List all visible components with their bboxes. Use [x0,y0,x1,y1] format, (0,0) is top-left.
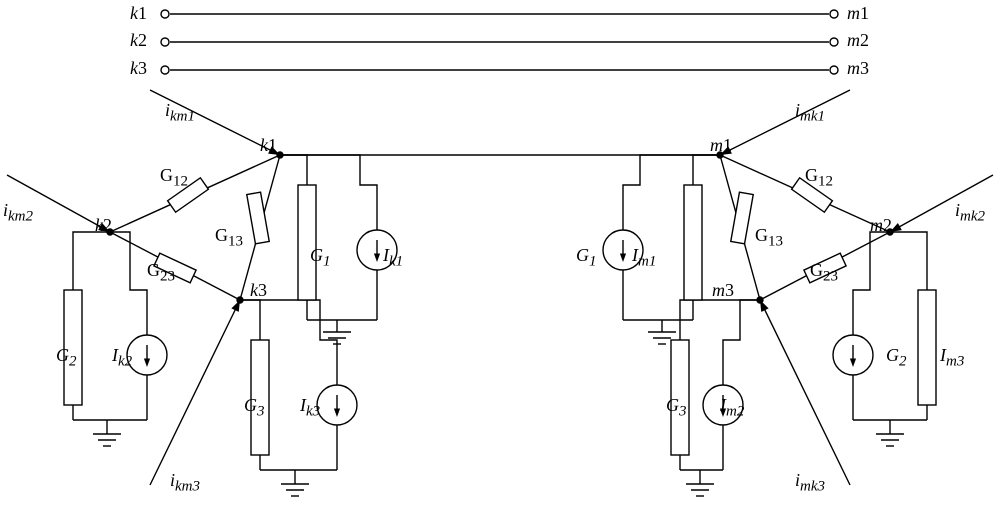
label-ikm1: ikm1 [165,100,195,126]
label-G13-R: G13 [755,225,783,251]
label-k1-node: k1 [260,135,277,156]
label-G23-L: G23 [147,260,175,286]
label-ikm3: ikm3 [170,470,200,496]
label-Im2-R: Im2 [720,395,744,421]
label-m2-node: m2 [870,215,892,236]
label-m1-top: m1 [847,3,869,24]
label-Im1-R: Im1 [632,245,656,271]
circuit-diagram: k1 k2 k3 m1 m2 m3 ikm1 ikm2 ikm3 imk1 imk2 imk3 k1 k2… [0,0,1000,531]
label-Im3-R: Im3 [940,345,964,371]
label-m3-node: m3 [712,280,734,301]
label-G1-R: G1 [576,245,597,271]
label-k2-node: k2 [95,215,112,236]
label-ikm2: ikm2 [3,200,33,226]
label-Ik2-L: Ik2 [112,345,132,371]
label-G2-L: G2 [56,345,77,371]
label-G23-R: G23 [810,260,838,286]
label-m2-top: m2 [847,30,869,51]
label-G12-R: G12 [805,165,833,191]
label-G3-R: G3 [666,395,687,421]
label-G2-R: G2 [886,345,907,371]
label-imk3: imk3 [795,470,825,496]
label-k1-top: k1 [130,3,147,24]
label-k3-node: k3 [250,280,267,301]
label-m3-top: m3 [847,58,869,79]
label-G12-L: G12 [160,165,188,191]
label-imk1: imk1 [795,100,825,126]
label-k2-top: k2 [130,30,147,51]
label-G1-L: G1 [310,245,331,271]
label-Ik3-L: Ik3 [300,395,320,421]
label-k3-top: k3 [130,58,147,79]
label-Ik1-L: Ik1 [383,245,403,271]
label-G3-L: G3 [244,395,265,421]
label-imk2: imk2 [955,200,985,226]
label-G13-L: G13 [215,225,243,251]
label-m1-node: m1 [710,135,732,156]
